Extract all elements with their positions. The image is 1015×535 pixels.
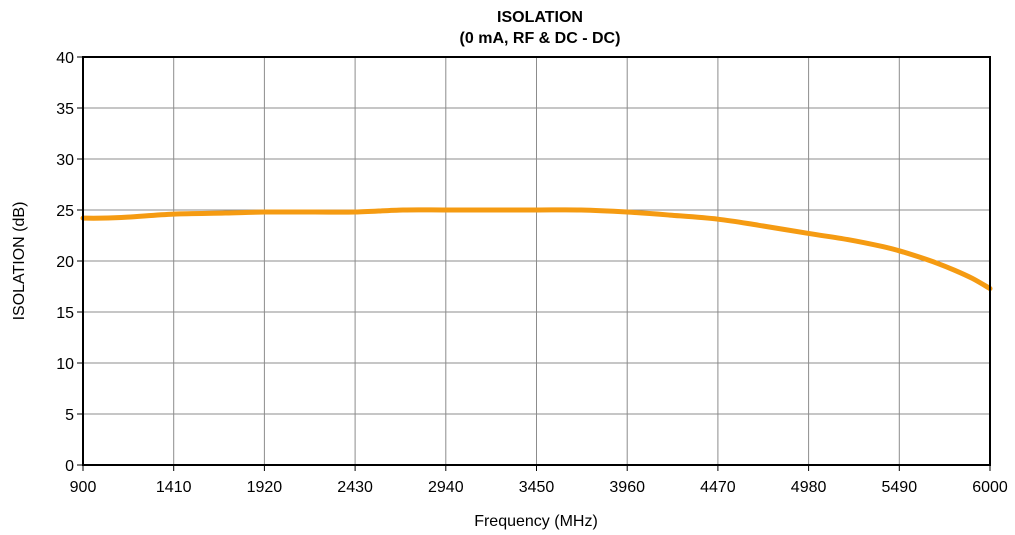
y-tick-label: 5 <box>65 407 74 424</box>
y-tick-label: 35 <box>56 101 74 118</box>
y-tick-labels: 0 5 10 15 20 25 30 35 40 <box>56 50 83 475</box>
y-tick-label: 25 <box>56 203 74 220</box>
x-tick-label: 1410 <box>156 479 192 496</box>
plot-frame <box>82 56 991 466</box>
chart-subtitle: (0 mA, RF & DC - DC) <box>460 30 621 47</box>
y-tick-label: 30 <box>56 152 74 169</box>
y-tick-label: 40 <box>56 50 74 67</box>
x-tick-label: 900 <box>70 479 97 496</box>
y-tick-label: 15 <box>56 305 74 322</box>
y-tick-label: 10 <box>56 356 74 373</box>
x-axis-label: Frequency (MHz) <box>474 513 598 530</box>
y-tick-label: 0 <box>65 458 74 475</box>
x-tick-labels: 900 1410 1920 2430 2940 3450 3960 4470 4980 5490 6… <box>70 465 1008 496</box>
x-tick-label: 5490 <box>882 479 918 496</box>
grid-lines <box>83 57 990 465</box>
x-tick-label: 3960 <box>609 479 645 496</box>
y-axis-label: ISOLATION (dB) <box>11 202 28 321</box>
x-tick-label: 3450 <box>519 479 555 496</box>
x-tick-label: 1920 <box>247 479 283 496</box>
x-tick-label: 4470 <box>700 479 736 496</box>
x-tick-label: 2430 <box>337 479 373 496</box>
x-tick-label: 4980 <box>791 479 827 496</box>
y-tick-label: 20 <box>56 254 74 271</box>
series-line-isolation <box>80 207 993 292</box>
series-group <box>80 207 993 292</box>
x-tick-label: 6000 <box>972 479 1008 496</box>
x-tick-label: 2940 <box>428 479 464 496</box>
chart-title: ISOLATION <box>497 9 583 26</box>
